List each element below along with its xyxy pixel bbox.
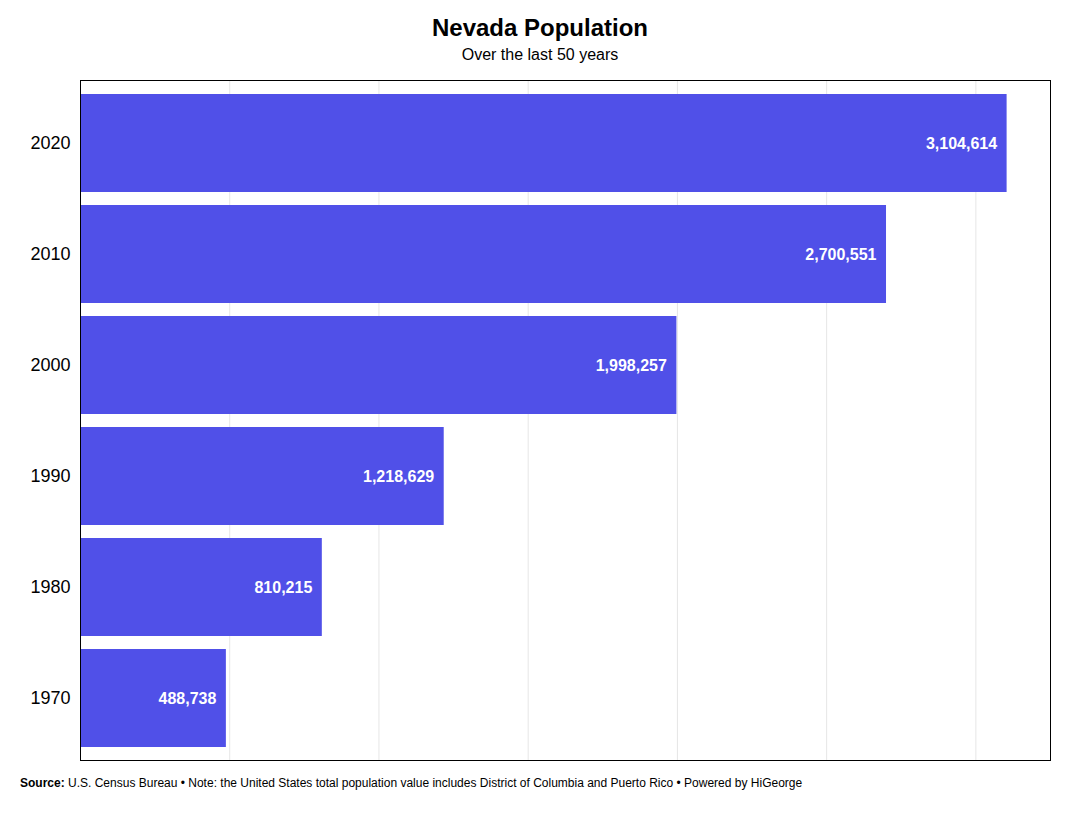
svg-text:810,215: 810,215 bbox=[254, 579, 312, 596]
html-text:Source: U.S. Census Bureau • N: Source: U.S. Census Bureau • Note: the U… bbox=[20, 776, 803, 790]
svg-text:1980: 1980 bbox=[30, 577, 70, 597]
svg-text:2010: 2010 bbox=[30, 244, 70, 264]
svg-text:2020: 2020 bbox=[30, 133, 70, 153]
svg-text:2,700,551: 2,700,551 bbox=[805, 246, 876, 263]
svg-text:1,218,629: 1,218,629 bbox=[363, 468, 434, 485]
html-text:Nevada Population: Nevada Population bbox=[432, 14, 648, 41]
svg-text:1,998,257: 1,998,257 bbox=[596, 357, 667, 374]
svg-text:1970: 1970 bbox=[30, 688, 70, 708]
svg-text:1990: 1990 bbox=[30, 466, 70, 486]
svg-text:488,738: 488,738 bbox=[159, 690, 217, 707]
svg-text:2000: 2000 bbox=[30, 355, 70, 375]
html-text:Over the last 50 years: Over the last 50 years bbox=[461, 46, 619, 63]
svg-text:3,104,614: 3,104,614 bbox=[926, 135, 997, 152]
